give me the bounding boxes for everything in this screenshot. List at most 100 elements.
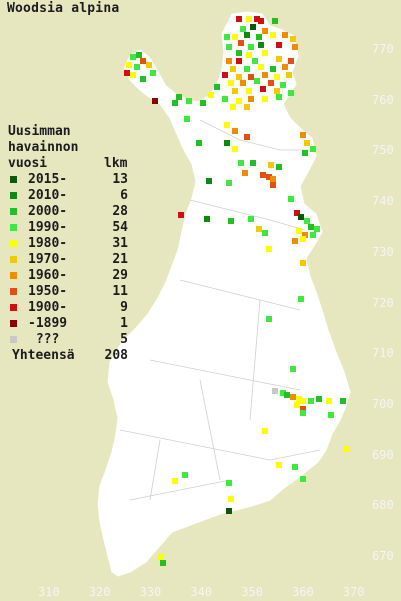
observation-dot [226,508,232,514]
observation-dot [302,150,308,156]
observation-dot [254,78,260,84]
legend-swatch [10,224,17,231]
observation-dot [236,16,242,22]
observation-dot [270,32,276,38]
legend-swatch [10,240,17,247]
observation-dot [300,132,306,138]
observation-dot [172,100,178,106]
observation-dot [204,216,210,222]
legend-row: 1900- 9 [8,300,128,316]
observation-dot [214,84,220,90]
observation-dot [232,128,238,134]
legend-row-count: 29 [112,268,128,283]
legend-header-line1: Uusimman [8,124,71,139]
y-axis-label: 670 [372,549,394,563]
observation-dot [246,88,252,94]
observation-dot [290,394,296,400]
observation-dot [230,66,236,72]
x-axis-label: 350 [241,585,263,599]
x-axis-label: 340 [190,585,213,599]
legend-row: 2000- 28 [8,204,128,220]
observation-dot [236,50,242,56]
observation-dot [232,34,238,40]
legend: Uusimman havainnon vuosi lkm 2015- 13 2010… [8,124,128,364]
legend-row-count: 54 [112,220,128,235]
legend-row-label: 2000- [28,204,68,219]
observation-dot [158,554,164,560]
observation-dot [270,176,276,182]
observation-dot [236,74,242,80]
observation-dot [242,170,248,176]
legend-header-line2: havainnon [8,140,79,155]
observation-dot [232,88,238,94]
observation-dot [248,74,254,80]
observation-dot [262,96,268,102]
legend-row-count: 9 [120,300,128,315]
observation-dot [126,62,132,68]
x-axis-label: 310 [38,585,60,599]
observation-dot [300,410,306,416]
legend-rows: 2015- 13 2010- 6 2000- 28 1990- 54 1980- 31 1970- 2… [8,172,128,348]
observation-dot [244,104,250,110]
observation-dot [248,96,254,102]
observation-dot [160,560,166,566]
legend-swatch [10,256,17,263]
y-axis-label: 740 [372,194,394,209]
observation-dot [256,34,262,40]
observation-dot [276,56,282,62]
observation-dot [250,24,256,30]
x-axis-label: 370 [342,585,365,599]
legend-total-label: Yhteensä [12,348,75,363]
legend-row-count: 5 [120,332,128,347]
legend-row: 1960- 29 [8,268,128,284]
y-axis-label: 750 [372,143,394,158]
observation-dot [266,246,272,252]
legend-swatch [10,176,17,183]
observation-dots [124,16,350,566]
y-axis-label: 720 [372,295,394,310]
observation-dot [288,196,294,202]
observation-dot [226,480,232,486]
y-axis-label: 760 [372,92,394,107]
observation-dot [224,34,230,40]
legend-row: 1980- 31 [8,236,128,252]
y-axis-label: 700 [372,396,394,411]
y-axis-label: 710 [372,346,394,361]
legend-header-count: lkm [104,156,128,171]
observation-dot [276,164,282,170]
observation-dot [186,98,192,104]
observation-dot [262,72,268,78]
observation-dot [296,228,302,234]
observation-dot [130,72,136,78]
observation-dot [304,140,310,146]
y-axis-label: 770 [372,42,394,56]
observation-dot [228,80,234,86]
observation-dot [208,92,214,98]
observation-dot [130,54,136,60]
observation-dot [276,42,282,48]
observation-dot [226,44,232,50]
observation-dot [262,28,268,34]
observation-dot [300,406,306,412]
observation-dot [206,178,212,184]
observation-dot [262,50,268,56]
observation-dot [178,212,184,218]
observation-dot [226,180,232,186]
observation-dot [260,172,266,178]
legend-swatch [10,304,17,311]
observation-dot [238,160,244,166]
observation-dot [308,398,314,404]
legend-header-year: vuosi [8,156,48,171]
observation-dot [140,58,146,64]
observation-dot [272,18,278,24]
observation-dot [280,82,286,88]
observation-dot [260,86,266,92]
observation-dot [230,104,236,110]
observation-dot [150,70,156,76]
observation-dot [146,62,152,68]
legend-row-label: 1990- [28,220,68,235]
observation-dot [302,232,308,238]
observation-dot [298,296,304,302]
observation-dot [290,36,296,42]
observation-dot [298,214,304,220]
